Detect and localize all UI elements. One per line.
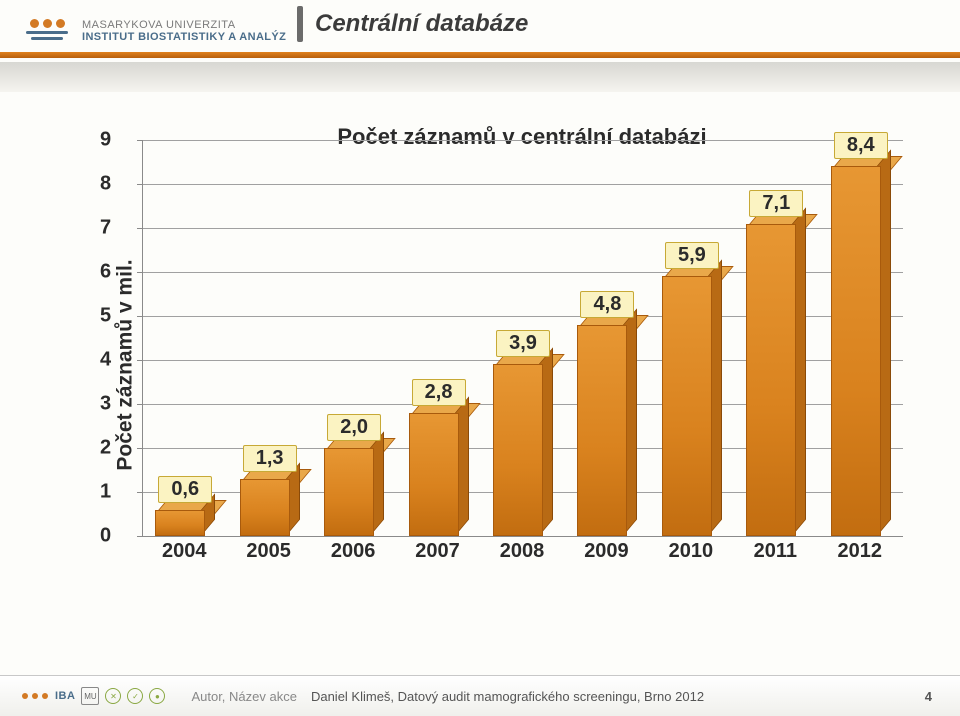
y-tick-label: 3	[100, 393, 111, 416]
mu-badge-icon: MU	[81, 687, 99, 705]
slide-title: Centrální databáze	[315, 6, 546, 42]
y-tick-label: 4	[100, 349, 111, 372]
x-tick-label: 2006	[331, 540, 376, 563]
footer-credit: Daniel Klimeš, Datový audit mamografické…	[311, 689, 704, 704]
y-tick-label: 8	[100, 173, 111, 196]
y-tick-label: 1	[100, 481, 111, 504]
slide-header: MASARYKOVA UNIVERZITA INSTITUT BIOSTATIS…	[0, 0, 960, 62]
header-orange-rule	[0, 52, 960, 58]
institution-line1: MASARYKOVA UNIVERZITA	[82, 19, 286, 31]
x-tick-label: 2004	[162, 540, 207, 563]
y-tick-label: 2	[100, 437, 111, 460]
x-tick-label: 2011	[754, 540, 797, 563]
y-tick-label: 7	[100, 217, 111, 240]
y-tick-label: 5	[100, 305, 111, 328]
x-tick-label: 2008	[500, 540, 545, 563]
bar-value-label: 5,9	[665, 242, 719, 269]
cert-ring-icon: ●	[149, 688, 165, 704]
page-number: 4	[925, 689, 932, 704]
bar-value-label: 1,3	[243, 445, 297, 472]
bar-value-label: 2,8	[412, 379, 466, 406]
iba-logo-block: MASARYKOVA UNIVERZITA INSTITUT BIOSTATIS…	[24, 8, 286, 54]
x-tick-label: 2009	[584, 540, 629, 563]
x-tick-label: 2012	[838, 540, 883, 563]
bar-value-label: 4,8	[580, 291, 634, 318]
bar-value-label: 8,4	[834, 132, 888, 159]
cert-ring-icon: ✕	[105, 688, 121, 704]
footer-autor-label: Autor, Název akce	[191, 689, 297, 704]
bar-value-label: 7,1	[749, 190, 803, 217]
x-tick-label: 2005	[246, 540, 291, 563]
slide-footer: IBA MU ✕ ✓ ● Autor, Název akce Daniel Kl…	[0, 675, 960, 716]
x-tick-label: 2010	[669, 540, 714, 563]
y-tick-label: 6	[100, 261, 111, 284]
institution-text: MASARYKOVA UNIVERZITA INSTITUT BIOSTATIS…	[82, 19, 286, 43]
cert-ring-icon: ✓	[127, 688, 143, 704]
y-tick-label: 0	[100, 525, 111, 548]
footer-logo-text: IBA	[55, 690, 75, 702]
chart-region: Počet záznamů v mil. Počet záznamů v cen…	[64, 140, 904, 590]
y-axis-label: Počet záznamů v mil.	[114, 259, 138, 470]
bar-value-label: 2,0	[327, 414, 381, 441]
bar-value-label: 3,9	[496, 330, 550, 357]
y-tick-label: 9	[100, 129, 111, 152]
bar-value-label: 0,6	[158, 476, 212, 503]
footer-iba-logo: IBA	[22, 690, 75, 702]
iba-logo-icon	[24, 8, 70, 54]
institution-line2: INSTITUT BIOSTATISTIKY A ANALÝZ	[82, 31, 286, 43]
x-tick-label: 2007	[415, 540, 460, 563]
header-shadow-shelf	[0, 62, 960, 92]
